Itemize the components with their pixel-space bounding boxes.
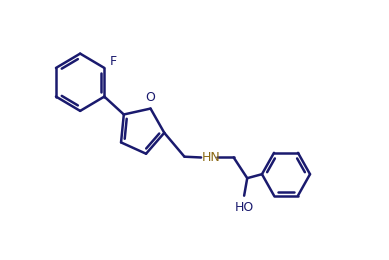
Text: HN: HN	[202, 151, 221, 164]
Text: F: F	[109, 55, 116, 68]
Text: O: O	[145, 91, 156, 104]
Text: HO: HO	[235, 201, 254, 214]
